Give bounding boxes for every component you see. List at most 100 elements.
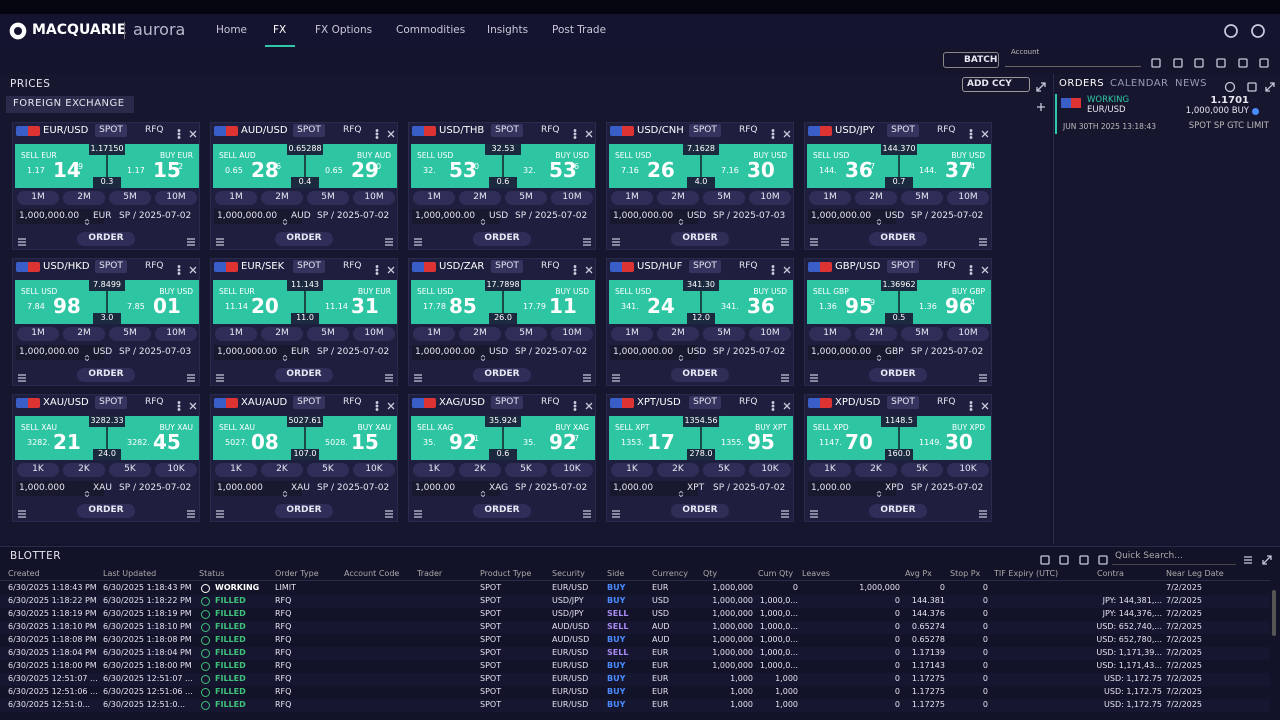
rfq-button[interactable]: RFQ bbox=[739, 125, 758, 135]
settle-date[interactable]: SP / 2025-07-03 bbox=[713, 211, 786, 221]
order-button[interactable]: ORDER bbox=[275, 368, 333, 382]
size-button[interactable]: 2K bbox=[261, 463, 303, 477]
list-icon[interactable] bbox=[214, 233, 226, 246]
buy-big-figure[interactable]: 1.17 bbox=[127, 166, 145, 175]
column-header[interactable]: Account Code bbox=[344, 569, 400, 578]
sell-big-figure[interactable]: 7.84 bbox=[27, 302, 45, 311]
sell-big-figure[interactable]: 1.36 bbox=[819, 302, 837, 311]
qty-input[interactable]: 1,000,000.00 bbox=[412, 345, 500, 360]
buy-label[interactable]: BUY XAG bbox=[555, 423, 589, 432]
size-button[interactable]: 10K bbox=[551, 463, 593, 477]
size-button[interactable]: 2M bbox=[63, 191, 105, 205]
rfq-button[interactable]: RFQ bbox=[145, 261, 164, 271]
qty-input[interactable]: 1,000.000 bbox=[214, 481, 302, 496]
sell-fraction[interactable]: 9 bbox=[870, 298, 876, 307]
rfq-button[interactable]: RFQ bbox=[145, 397, 164, 407]
list-icon[interactable] bbox=[610, 369, 622, 382]
column-header[interactable]: Product Type bbox=[480, 569, 532, 578]
help-icon[interactable] bbox=[1223, 23, 1239, 39]
order-button[interactable]: ORDER bbox=[473, 504, 531, 518]
buy-label[interactable]: BUY XPD bbox=[951, 423, 985, 432]
sell-big-figure[interactable]: 1.17 bbox=[27, 166, 45, 175]
order-button[interactable]: ORDER bbox=[473, 368, 531, 382]
tenor-tag[interactable]: SPOT bbox=[95, 260, 127, 273]
list-icon[interactable] bbox=[185, 369, 197, 382]
size-button[interactable]: 5M bbox=[307, 191, 349, 205]
close-icon[interactable] bbox=[583, 397, 595, 410]
size-button[interactable]: 10K bbox=[749, 463, 791, 477]
rfq-button[interactable]: RFQ bbox=[739, 261, 758, 271]
sell-big-figure[interactable]: 11.14 bbox=[225, 302, 248, 311]
size-button[interactable]: 1K bbox=[809, 463, 851, 477]
sell-pips[interactable]: 26 bbox=[647, 158, 675, 182]
size-button[interactable]: 2M bbox=[63, 327, 105, 341]
orders-tab[interactable]: ORDERS bbox=[1059, 78, 1105, 89]
rfq-button[interactable]: RFQ bbox=[343, 261, 362, 271]
size-button[interactable]: 2M bbox=[261, 191, 303, 205]
tenor-tag[interactable]: SPOT bbox=[95, 124, 127, 137]
sell-big-figure[interactable]: 35. bbox=[423, 438, 436, 447]
more-icon[interactable] bbox=[173, 261, 185, 275]
more-icon[interactable] bbox=[173, 125, 185, 139]
more-icon[interactable] bbox=[965, 397, 977, 411]
list-icon[interactable] bbox=[977, 369, 989, 382]
buy-big-figure[interactable]: 3282. bbox=[127, 438, 150, 447]
order-button[interactable]: ORDER bbox=[275, 232, 333, 246]
size-button[interactable]: 10M bbox=[155, 191, 197, 205]
buy-label[interactable]: BUY EUR bbox=[357, 287, 391, 296]
rfq-button[interactable]: RFQ bbox=[739, 397, 758, 407]
sell-label[interactable]: SELL XPT bbox=[615, 423, 650, 432]
buy-big-figure[interactable]: 0.65 bbox=[325, 166, 343, 175]
tenor-tag[interactable]: SPOT bbox=[491, 396, 523, 409]
order-button[interactable]: ORDER bbox=[671, 368, 729, 382]
buy-big-figure[interactable]: 35. bbox=[523, 438, 536, 447]
blotter-row[interactable]: 6/30/2025 1:18:08 PM 6/30/2025 1:18:08 PM… bbox=[0, 634, 1270, 647]
buy-pips[interactable]: 30 bbox=[747, 158, 775, 182]
nav-item[interactable]: Home bbox=[216, 24, 248, 36]
column-header[interactable]: Near Leg Date bbox=[1166, 569, 1224, 578]
order-button[interactable]: ORDER bbox=[77, 232, 135, 246]
toolbar-icon[interactable] bbox=[1237, 54, 1249, 68]
settle-date[interactable]: SP / 2025-07-02 bbox=[317, 483, 390, 493]
size-button[interactable]: 1K bbox=[215, 463, 257, 477]
buy-big-figure[interactable]: 5028. bbox=[325, 438, 348, 447]
size-button[interactable]: 1M bbox=[17, 327, 59, 341]
buy-label[interactable]: BUY XAU bbox=[159, 423, 193, 432]
quick-search[interactable]: Quick Search... bbox=[1112, 549, 1236, 565]
settle-date[interactable]: SP / 2025-07-02 bbox=[911, 211, 984, 221]
size-button[interactable]: 1M bbox=[215, 191, 257, 205]
column-header[interactable]: Currency bbox=[652, 569, 689, 578]
sell-fraction[interactable]: 0 bbox=[474, 162, 480, 171]
size-button[interactable]: 5M bbox=[901, 191, 943, 205]
blotter-row[interactable]: 6/30/2025 1:18:00 PM 6/30/2025 1:18:00 PM… bbox=[0, 660, 1270, 673]
buy-label[interactable]: BUY USD bbox=[555, 287, 589, 296]
buy-label[interactable]: BUY USD bbox=[951, 151, 985, 160]
settle-date[interactable]: SP / 2025-07-02 bbox=[515, 211, 588, 221]
size-button[interactable]: 2M bbox=[261, 327, 303, 341]
size-button[interactable]: 2K bbox=[855, 463, 897, 477]
refresh-icon[interactable] bbox=[1224, 78, 1236, 93]
size-button[interactable]: 1M bbox=[611, 327, 653, 341]
order-button[interactable]: ORDER bbox=[77, 504, 135, 518]
size-button[interactable]: 5M bbox=[703, 191, 745, 205]
size-button[interactable]: 5K bbox=[901, 463, 943, 477]
size-button[interactable]: 10M bbox=[749, 327, 791, 341]
more-icon[interactable] bbox=[767, 125, 779, 139]
settle-date[interactable]: SP / 2025-07-02 bbox=[713, 347, 786, 357]
size-button[interactable]: 1K bbox=[611, 463, 653, 477]
size-button[interactable]: 2M bbox=[459, 327, 501, 341]
list-icon[interactable] bbox=[412, 233, 424, 246]
rfq-button[interactable]: RFQ bbox=[343, 397, 362, 407]
column-header[interactable]: Stop Px bbox=[950, 569, 981, 578]
qty-input[interactable]: 1,000,000.00 bbox=[16, 209, 104, 224]
buy-big-figure[interactable]: 7.16 bbox=[721, 166, 739, 175]
more-icon[interactable] bbox=[371, 261, 383, 275]
orders-tab[interactable]: NEWS bbox=[1175, 78, 1208, 89]
close-icon[interactable] bbox=[781, 261, 793, 274]
sell-label[interactable]: SELL XAG bbox=[417, 423, 454, 432]
size-button[interactable]: 10M bbox=[353, 327, 395, 341]
toolbar-icon[interactable] bbox=[1258, 54, 1270, 68]
order-button[interactable]: ORDER bbox=[671, 504, 729, 518]
more-icon[interactable] bbox=[965, 261, 977, 275]
sell-pips[interactable]: 28 bbox=[251, 158, 279, 182]
